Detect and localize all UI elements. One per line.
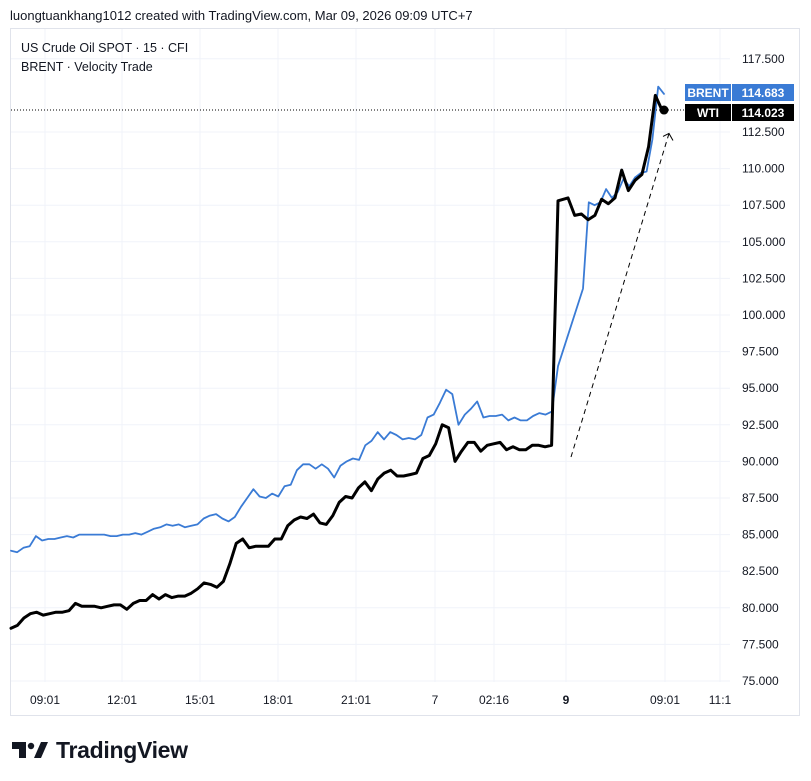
- y-tick-label: 107.500: [742, 198, 786, 212]
- y-tick-label: 112.500: [742, 125, 785, 139]
- x-tick-label: 21:01: [341, 693, 371, 707]
- brent-value-tag: [732, 84, 794, 101]
- y-tick-label: 97.500: [742, 345, 779, 359]
- x-tick-label: 18:01: [263, 693, 293, 707]
- y-tick-label: 110.000: [742, 162, 785, 176]
- x-tick-label: 7: [432, 693, 439, 707]
- x-tick-label: 9: [563, 693, 570, 707]
- chart-attribution: luongtuankhang1012 created with TradingV…: [10, 8, 473, 23]
- wti-last-point-marker: [659, 105, 669, 115]
- y-tick-label: 100.000: [742, 308, 786, 322]
- brent-series-line: [10, 85, 665, 554]
- x-tick-label: 09:01: [30, 693, 60, 707]
- y-tick-label: 80.000: [742, 601, 779, 615]
- brand-name: TradingView: [56, 736, 188, 763]
- brent-name-text: BRENT: [687, 86, 729, 100]
- wti-name-tag: [685, 104, 731, 121]
- tradingview-logo-icon: [12, 742, 48, 758]
- wti-name-text: WTI: [697, 106, 719, 120]
- series-lines: [9, 85, 730, 630]
- brent-name-tag: [685, 84, 731, 101]
- y-tick-label: 85.000: [742, 528, 779, 542]
- x-tick-label: 02:16: [479, 693, 509, 707]
- wti-value-text: 114.023: [742, 106, 785, 120]
- legend-symbol-line: US Crude Oil SPOT · 15 · CFI: [21, 41, 189, 55]
- y-tick-label: 90.000: [742, 454, 779, 468]
- x-tick-label: 11:1: [709, 693, 732, 707]
- projection-arrow-line: [570, 133, 670, 458]
- y-tick-label: 75.000: [742, 674, 779, 688]
- wti-price-label: WTI 114.023: [685, 104, 794, 121]
- projection-arrow-head: [662, 132, 674, 141]
- y-tick-label: 87.500: [742, 491, 779, 505]
- x-tick-label: 15:01: [185, 693, 215, 707]
- y-tick-label: 82.500: [742, 564, 779, 578]
- y-tick-label: 92.500: [742, 418, 779, 432]
- y-tick-label: 102.500: [742, 271, 786, 285]
- chart-frame[interactable]: [10, 28, 800, 716]
- legend-compare-line: BRENT · Velocity Trade: [21, 60, 153, 74]
- chart-legend: US Crude Oil SPOT · 15 · CFI BRENT · Vel…: [21, 39, 188, 77]
- wti-value-tag: [732, 104, 794, 121]
- x-tick-label: 12:01: [107, 693, 137, 707]
- x-tick-label: 09:01: [650, 693, 680, 707]
- brent-value-text: 114.683: [742, 86, 785, 100]
- footer-logo: TradingView: [12, 736, 188, 764]
- grid-lines: [11, 29, 730, 682]
- y-tick-label: 95.000: [742, 381, 779, 395]
- y-tick-label: 105.000: [742, 235, 786, 249]
- y-axis: 75.000 77.500 80.000 82.500 85.000 87.500 90.0…: [742, 52, 786, 688]
- brent-price-label: BRENT 114.683: [685, 84, 794, 101]
- x-axis: 09:01 12:01 15:01 18:01 21:01 7 02:16 9 09:01 11:…: [30, 693, 732, 707]
- wti-series-line: [9, 93, 664, 630]
- y-tick-label: 77.500: [742, 637, 779, 651]
- y-tick-label: 117.500: [742, 52, 785, 66]
- price-labels: BRENT 114.683 WTI 114.023: [685, 84, 794, 121]
